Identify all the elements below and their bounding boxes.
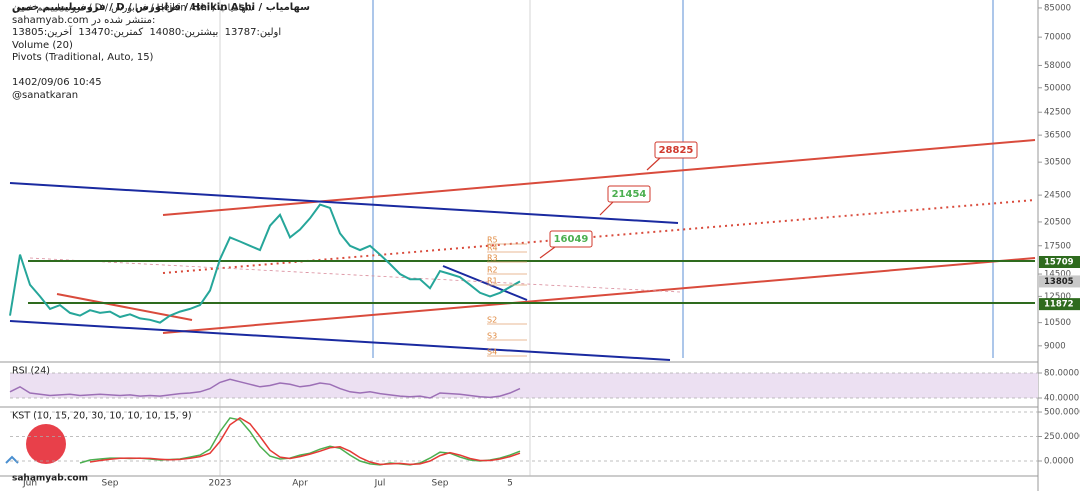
y-tick-label: 14500 bbox=[1044, 270, 1071, 280]
x-tick-label: Apr bbox=[292, 479, 308, 489]
y-tick-label: 0.0000 bbox=[1044, 456, 1074, 466]
rsi-band bbox=[10, 373, 1038, 398]
info-line: Pivots (Traditional, Auto, 15) bbox=[12, 52, 154, 63]
annotation-label: 28825 bbox=[659, 145, 694, 156]
price-label: 13805 bbox=[1044, 277, 1074, 287]
x-tick-label: Jul bbox=[374, 479, 386, 489]
y-tick-label: 50000 bbox=[1044, 83, 1071, 93]
series-line bbox=[9, 378, 521, 399]
trend-line bbox=[162, 199, 1036, 274]
y-tick-label: 17500 bbox=[1044, 241, 1071, 251]
annotation-label: 16049 bbox=[554, 234, 589, 245]
logo bbox=[26, 424, 66, 464]
y-tick-label: 500.0000 bbox=[1044, 408, 1080, 418]
pane-title: RSI (24) bbox=[12, 366, 50, 377]
price-label-box bbox=[1039, 298, 1080, 311]
pivot-label: S3 bbox=[487, 332, 497, 341]
chart-info: فروسیلیسیم خمین / D / فرابورس / Heikin A… bbox=[12, 2, 310, 102]
trend-line bbox=[162, 257, 1036, 334]
x-tick-label: Sep bbox=[102, 479, 119, 489]
y-tick-label: 40.0000 bbox=[1044, 394, 1079, 404]
y-tick-label: 250.0000 bbox=[1044, 432, 1080, 442]
x-tick-label: 2023 bbox=[209, 479, 232, 489]
info-line: sahamyab.com منتشر شده در: bbox=[12, 14, 156, 26]
y-tick-label: 9000 bbox=[1044, 341, 1066, 351]
pivot-label: R3 bbox=[487, 254, 498, 263]
series-line bbox=[9, 203, 521, 324]
info-line: @sanatkaran bbox=[12, 89, 79, 101]
pivot-label: S2 bbox=[487, 316, 497, 325]
watermark: sahamyab.com bbox=[12, 474, 88, 484]
x-tick-label: 5 bbox=[507, 479, 513, 489]
y-tick-label: 80.0000 bbox=[1044, 369, 1079, 379]
y-tick-label: 58000 bbox=[1044, 61, 1071, 71]
y-tick-label: 42500 bbox=[1044, 108, 1071, 118]
annotation-box bbox=[654, 141, 698, 159]
info-line: 1402/09/06 10:45 bbox=[12, 77, 102, 88]
nav-icon bbox=[5, 455, 19, 464]
y-tick-label: 85000 bbox=[1044, 3, 1071, 13]
x-tick-label: Sep bbox=[432, 479, 449, 489]
pane-title: KST (10, 15, 20, 30, 10, 10, 10, 15, 9) bbox=[12, 411, 192, 422]
y-tick-label: 20500 bbox=[1044, 217, 1071, 227]
channel-line bbox=[442, 265, 528, 301]
pivot-label: R5 bbox=[487, 236, 498, 245]
price-label-box bbox=[1039, 255, 1080, 268]
pivot-label: R1 bbox=[487, 277, 498, 286]
annotation-arrow bbox=[646, 157, 661, 171]
x-tick-label: Jun bbox=[22, 479, 37, 489]
y-tick-label: 36500 bbox=[1044, 131, 1071, 141]
price-label-box bbox=[1039, 275, 1080, 288]
annotation-label: 21454 bbox=[612, 189, 647, 200]
pivot-label: R4 bbox=[487, 244, 498, 253]
info-line: اولین:13787 بیشترین:14080 کمترین:13470 آ… bbox=[12, 27, 282, 38]
series-line bbox=[89, 417, 521, 466]
price-label: 11872 bbox=[1044, 300, 1074, 310]
y-tick-label: 70000 bbox=[1044, 33, 1071, 43]
y-tick-label: 24500 bbox=[1044, 191, 1071, 201]
chart-title: فروسیلیسیم خمین / D / فرابورس / Heikin A… bbox=[12, 2, 310, 13]
pivot-label: S4 bbox=[487, 348, 497, 357]
dashed-line bbox=[29, 257, 681, 293]
info-line bbox=[12, 65, 310, 78]
price-label: 15709 bbox=[1044, 257, 1074, 267]
pivot-label: R2 bbox=[487, 266, 498, 275]
y-tick-label: 10500 bbox=[1044, 318, 1071, 328]
pane-title: فروسیلیسیم خمین / D / فرابورس / Heikin A… bbox=[12, 3, 254, 14]
info-line: Volume (20) bbox=[12, 39, 73, 51]
y-tick-label: 30500 bbox=[1044, 158, 1071, 168]
trend-line bbox=[162, 139, 1036, 216]
annotation-box bbox=[549, 230, 593, 248]
channel-line bbox=[9, 320, 671, 361]
annotation-arrow bbox=[539, 246, 556, 259]
annotation-box bbox=[607, 185, 651, 203]
annotation-arrow bbox=[599, 201, 614, 216]
y-tick-label: 12500 bbox=[1044, 292, 1071, 302]
channel-line bbox=[9, 182, 679, 224]
